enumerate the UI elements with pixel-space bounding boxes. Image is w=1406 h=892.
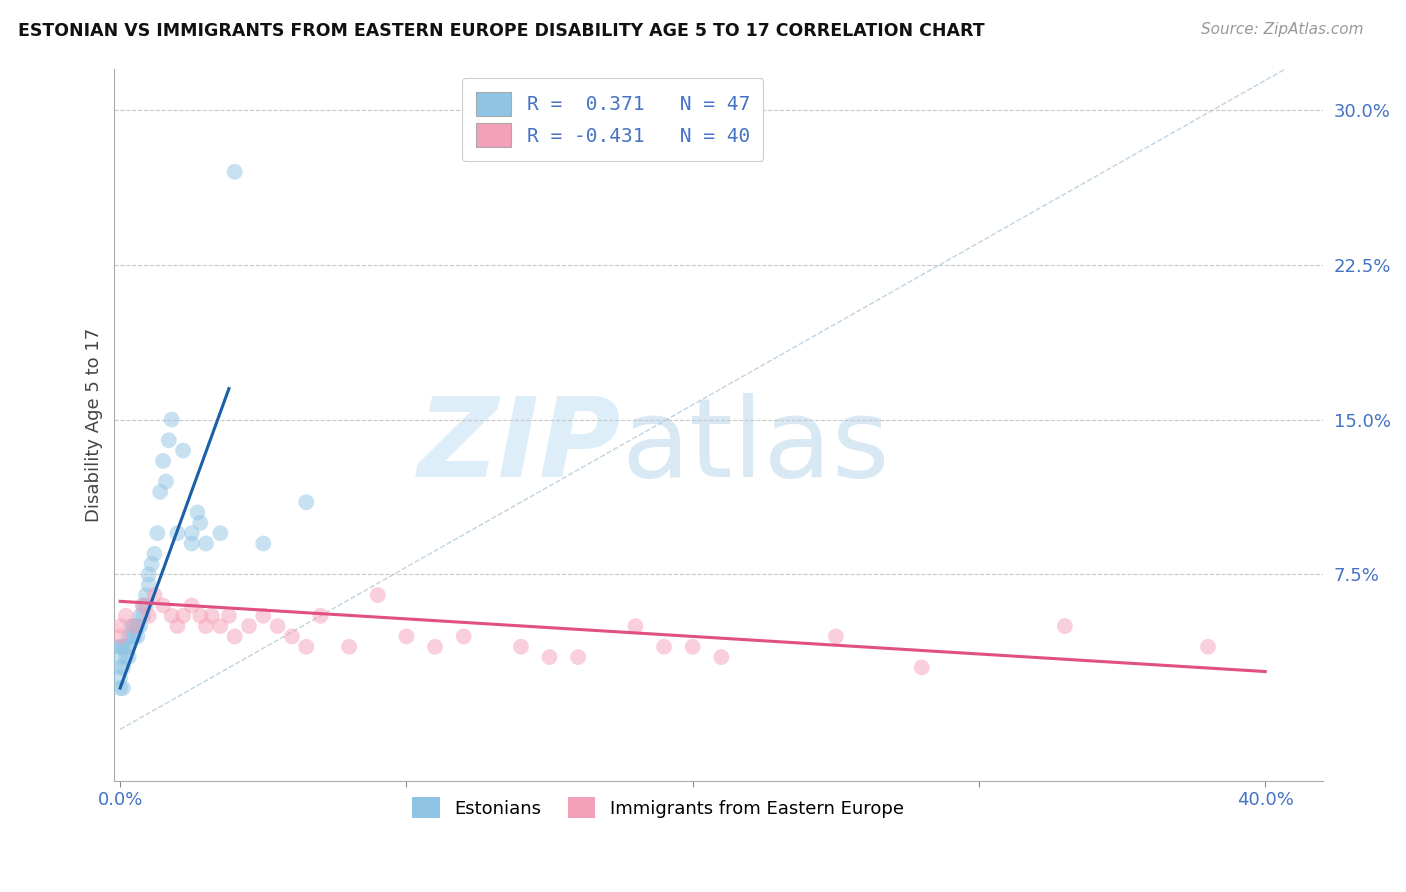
Point — [510, 640, 533, 654]
Point — [138, 567, 160, 582]
Point — [710, 650, 733, 665]
Point — [108, 671, 131, 685]
Point — [143, 588, 166, 602]
Point — [252, 608, 274, 623]
Point — [132, 608, 155, 623]
Point — [111, 681, 134, 695]
Point — [195, 536, 218, 550]
Point — [295, 495, 318, 509]
Point — [201, 608, 224, 623]
Point — [209, 526, 232, 541]
Point — [115, 640, 138, 654]
Point — [453, 629, 475, 643]
Point — [160, 608, 183, 623]
Point — [266, 619, 288, 633]
Y-axis label: Disability Age 5 to 17: Disability Age 5 to 17 — [86, 327, 103, 522]
Legend: Estonians, Immigrants from Eastern Europe: Estonians, Immigrants from Eastern Europ… — [405, 790, 911, 825]
Point — [209, 619, 232, 633]
Point — [567, 650, 589, 665]
Point — [149, 484, 172, 499]
Point — [186, 506, 208, 520]
Point — [1197, 640, 1219, 654]
Point — [166, 526, 188, 541]
Point — [238, 619, 260, 633]
Point — [295, 640, 318, 654]
Point — [824, 629, 846, 643]
Point — [252, 536, 274, 550]
Point — [224, 165, 246, 179]
Text: ESTONIAN VS IMMIGRANTS FROM EASTERN EUROPE DISABILITY AGE 5 TO 17 CORRELATION CH: ESTONIAN VS IMMIGRANTS FROM EASTERN EURO… — [18, 22, 984, 40]
Point — [180, 536, 202, 550]
Point — [108, 629, 131, 643]
Point — [218, 608, 240, 623]
Point — [108, 640, 131, 654]
Point — [132, 599, 155, 613]
Point — [180, 599, 202, 613]
Point — [143, 547, 166, 561]
Point — [129, 608, 152, 623]
Point — [911, 660, 934, 674]
Point — [172, 608, 194, 623]
Point — [652, 640, 675, 654]
Point — [1053, 619, 1076, 633]
Point — [141, 557, 163, 571]
Point — [395, 629, 418, 643]
Point — [152, 454, 174, 468]
Text: atlas: atlas — [621, 392, 890, 500]
Point — [108, 640, 131, 654]
Point — [180, 526, 202, 541]
Point — [160, 412, 183, 426]
Point — [624, 619, 647, 633]
Point — [108, 619, 131, 633]
Point — [367, 588, 389, 602]
Point — [538, 650, 561, 665]
Point — [309, 608, 332, 623]
Point — [115, 608, 138, 623]
Point — [135, 599, 157, 613]
Point — [129, 619, 152, 633]
Text: ZIP: ZIP — [419, 392, 621, 500]
Point — [124, 619, 146, 633]
Point — [124, 629, 146, 643]
Point — [682, 640, 704, 654]
Point — [188, 608, 211, 623]
Point — [121, 629, 143, 643]
Point — [127, 629, 149, 643]
Point — [224, 629, 246, 643]
Point — [152, 599, 174, 613]
Point — [108, 650, 131, 665]
Point — [195, 619, 218, 633]
Point — [166, 619, 188, 633]
Point — [188, 516, 211, 530]
Point — [146, 526, 169, 541]
Point — [111, 660, 134, 674]
Point — [111, 640, 134, 654]
Point — [118, 640, 141, 654]
Point — [121, 619, 143, 633]
Point — [157, 434, 180, 448]
Point — [337, 640, 360, 654]
Point — [115, 650, 138, 665]
Point — [155, 475, 177, 489]
Point — [108, 681, 131, 695]
Point — [135, 588, 157, 602]
Point — [124, 619, 146, 633]
Point — [108, 660, 131, 674]
Point — [281, 629, 304, 643]
Point — [423, 640, 446, 654]
Point — [172, 443, 194, 458]
Point — [118, 650, 141, 665]
Point — [138, 578, 160, 592]
Point — [132, 599, 155, 613]
Point — [138, 608, 160, 623]
Point — [127, 619, 149, 633]
Text: Source: ZipAtlas.com: Source: ZipAtlas.com — [1201, 22, 1364, 37]
Point — [118, 629, 141, 643]
